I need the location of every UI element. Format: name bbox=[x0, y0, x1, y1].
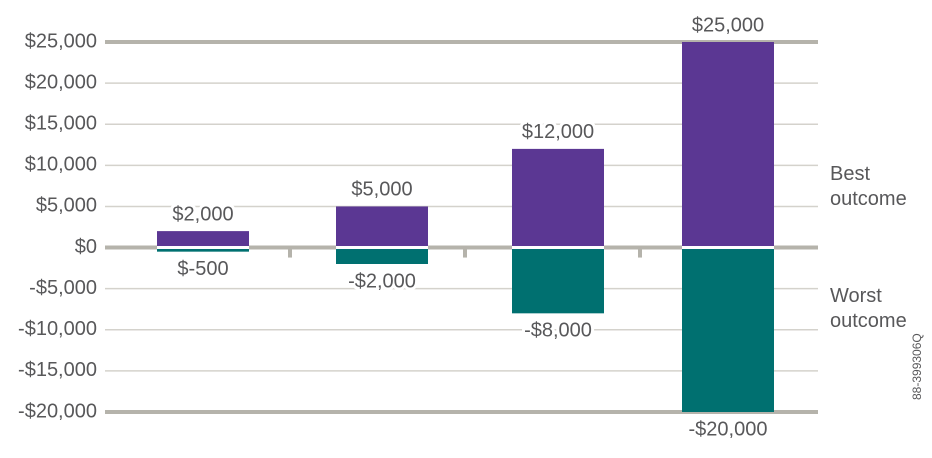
y-tick-label: $25,000 bbox=[25, 30, 97, 52]
value-label: $5,000 bbox=[351, 179, 412, 201]
bar bbox=[682, 247, 774, 412]
value-label: $12,000 bbox=[522, 121, 594, 143]
value-label: -$8,000 bbox=[524, 320, 592, 342]
legend-word: outcome bbox=[830, 310, 907, 332]
figure-id: 88-399306Q bbox=[910, 333, 924, 400]
bar bbox=[336, 247, 428, 264]
y-tick-label: $20,000 bbox=[25, 71, 97, 93]
y-tick-label: -$5,000 bbox=[29, 277, 97, 299]
legend-label: Worst outcome bbox=[830, 285, 907, 332]
y-tick-label: -$15,000 bbox=[18, 359, 97, 381]
value-label: $2,000 bbox=[172, 203, 233, 225]
y-tick-label: -$10,000 bbox=[18, 318, 97, 340]
legend-word: Worst bbox=[830, 285, 882, 307]
value-label: $25,000 bbox=[692, 14, 764, 36]
legend-label: Best outcome bbox=[830, 163, 907, 210]
bar bbox=[512, 247, 604, 314]
bar bbox=[157, 247, 249, 252]
legend-word: outcome bbox=[830, 188, 907, 210]
bar bbox=[682, 42, 774, 248]
y-tick-label: $10,000 bbox=[25, 154, 97, 176]
bar bbox=[157, 231, 249, 248]
value-label: -$2,000 bbox=[348, 270, 416, 292]
value-label: $-500 bbox=[177, 258, 228, 280]
value-label: -$20,000 bbox=[689, 418, 768, 440]
y-tick-label: $0 bbox=[75, 236, 97, 258]
legend-word: Best bbox=[830, 163, 870, 185]
y-tick-label: -$20,000 bbox=[18, 400, 97, 422]
y-tick-label: $15,000 bbox=[25, 113, 97, 135]
y-tick-label: $5,000 bbox=[36, 195, 97, 217]
bar bbox=[336, 206, 428, 248]
bar bbox=[512, 148, 604, 248]
